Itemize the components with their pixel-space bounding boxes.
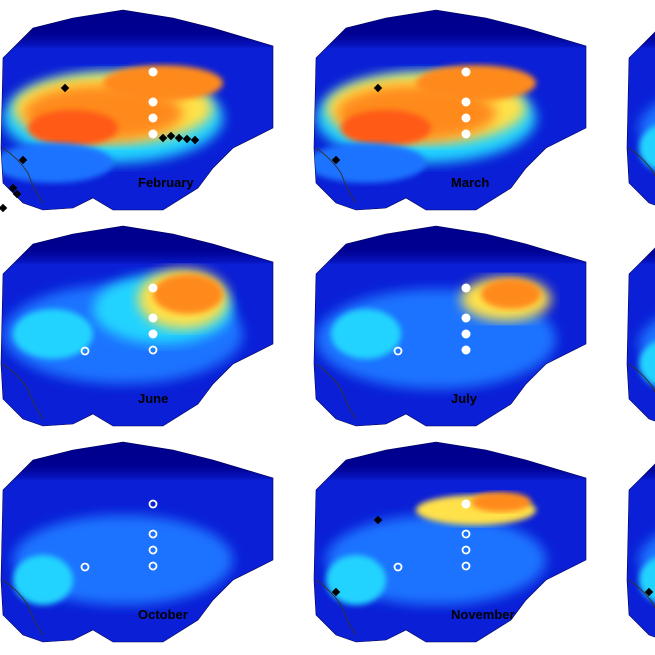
ice-concentration-field [627,10,655,210]
diamond-marker [174,133,184,143]
station-marker-filled [461,499,471,509]
sea-ice-map [0,225,274,427]
station-marker-open [148,529,158,539]
map-panel-july: July [286,214,587,432]
diamond-marker [166,131,176,141]
station-marker-filled [461,97,471,107]
month-label: June [138,391,169,406]
ice-concentration-field [627,442,655,642]
sea-ice-map [0,9,274,213]
station-marker-filled [461,329,471,339]
station-marker-filled [148,67,158,77]
coastline [2,579,44,636]
station-marker-open [80,562,90,572]
month-label: July [451,391,478,406]
map-panel-october: October [0,430,274,648]
map-panel-unlabeled-5 [599,214,655,432]
map-panel-november: November [286,430,587,648]
coastline [628,147,655,178]
station-marker-open [148,499,158,509]
month-label: February [138,175,194,190]
diamond-marker [373,83,383,93]
sea-ice-map [313,441,587,643]
sea-ice-map [626,226,655,426]
diamond-marker [182,134,192,144]
map-panel-unlabeled-2 [599,0,655,216]
station-marker-filled [148,283,158,293]
diamond-marker [158,133,168,143]
ice-concentration-field [627,226,655,426]
diamond-marker [0,203,8,213]
station-marker-filled [461,313,471,323]
station-marker-filled [148,129,158,139]
coastline [628,363,655,394]
station-marker-filled [461,129,471,139]
station-marker-filled [461,283,471,293]
station-marker-filled [148,313,158,323]
station-marker-open [461,545,471,555]
ice-concentration-field [1,226,273,426]
month-label: October [138,607,188,622]
station-marker-open [461,561,471,571]
coastline [315,363,357,420]
station-marker-open [461,529,471,539]
coastline [315,147,357,204]
map-panel-march: March [286,0,587,216]
map-panel-february: February [0,0,274,216]
station-marker-open [148,561,158,571]
station-marker-filled [148,113,158,123]
coastline [2,363,44,420]
ice-concentration-field [314,10,586,210]
station-marker-open [80,346,90,356]
sea-ice-map [0,441,274,643]
map-panel-unlabeled-8 [599,430,655,648]
station-marker-filled [461,67,471,77]
coastline [315,579,357,636]
sea-ice-map [626,10,655,210]
station-marker-open [148,345,158,355]
month-label: March [451,175,490,190]
station-marker-filled [148,329,158,339]
coastline [2,147,44,204]
diamond-marker [331,155,341,165]
ice-concentration-field [314,442,586,642]
sea-ice-map [626,442,655,642]
station-marker-open [393,346,403,356]
diamond-marker [373,515,383,525]
station-marker-open [393,562,403,572]
diamond-marker [60,83,70,93]
map-panel-june: June [0,214,274,432]
sea-ice-map [313,9,587,211]
station-marker-open [148,545,158,555]
station-marker-filled [148,97,158,107]
station-marker-filled [461,345,471,355]
station-marker-filled [461,113,471,123]
diamond-marker [190,135,200,145]
coastline [628,579,655,610]
sea-ice-map [313,225,587,427]
month-label: November [451,607,515,622]
